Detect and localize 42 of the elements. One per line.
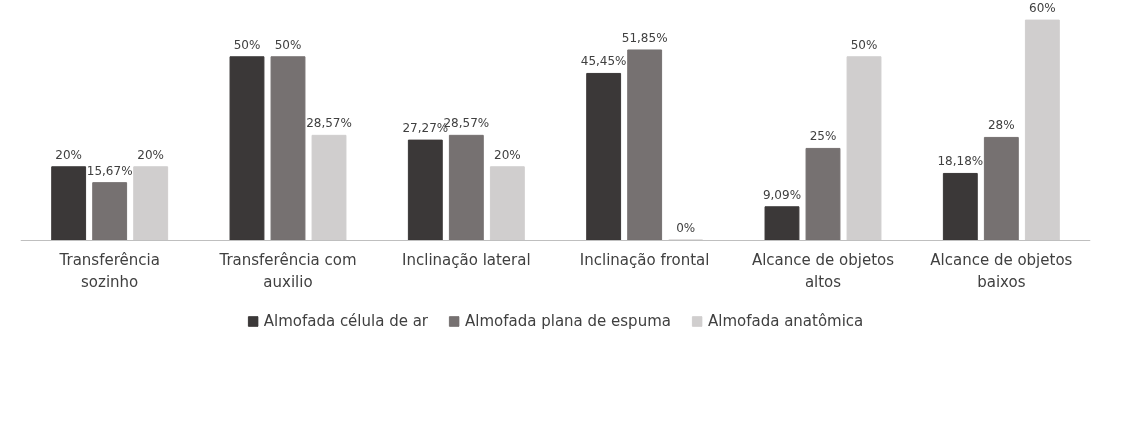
bar: [942, 172, 978, 241]
bar: [407, 139, 443, 241]
bar: [270, 56, 306, 241]
data-label: 50%: [233, 37, 261, 52]
data-label: 50%: [274, 37, 302, 52]
data-label: 50%: [850, 37, 878, 52]
x-tick-label: Alcance de objetos altos: [751, 251, 895, 291]
bar: [448, 134, 484, 241]
x-tick-label: Alcance de objetos baixos: [930, 251, 1073, 291]
x-tick-label: Inclinação frontal: [579, 251, 710, 270]
x-tick-label: Transferência sozinho: [58, 251, 160, 291]
bar: [846, 56, 882, 241]
bar: [489, 166, 525, 241]
legend-label: Almofada célula de ar: [263, 312, 429, 330]
data-label: 25%: [809, 129, 837, 144]
bar: [586, 72, 622, 241]
data-label: 28%: [988, 118, 1015, 133]
data-label: 15,67%: [86, 163, 133, 178]
data-label: 18,18%: [937, 154, 984, 169]
bar: [51, 166, 87, 241]
bar: [311, 134, 347, 241]
data-label: 20%: [55, 147, 82, 162]
legend-label: Almofada plana de espuma: [465, 312, 671, 330]
bar: [764, 206, 800, 241]
data-label: 9,09%: [762, 187, 802, 202]
data-label: 20%: [494, 147, 521, 162]
data-label: 28,57%: [306, 116, 352, 131]
data-label: 60%: [1029, 1, 1056, 16]
data-label: 45,45%: [580, 54, 627, 69]
bar: [1024, 19, 1060, 241]
x-tick-label: Inclinação lateral: [402, 251, 531, 270]
bar: [805, 147, 841, 241]
bar: [983, 136, 1019, 241]
bar: [92, 182, 128, 241]
bar: [229, 56, 265, 241]
legend-label: Almofada anatômica: [707, 312, 864, 330]
data-label: 20%: [137, 147, 165, 162]
data-label: 0%: [676, 221, 696, 236]
data-label: 51,85%: [621, 30, 668, 45]
bar: [627, 49, 663, 241]
x-tick-label: Transferência com auxilio: [218, 251, 357, 291]
bar: [133, 166, 169, 241]
